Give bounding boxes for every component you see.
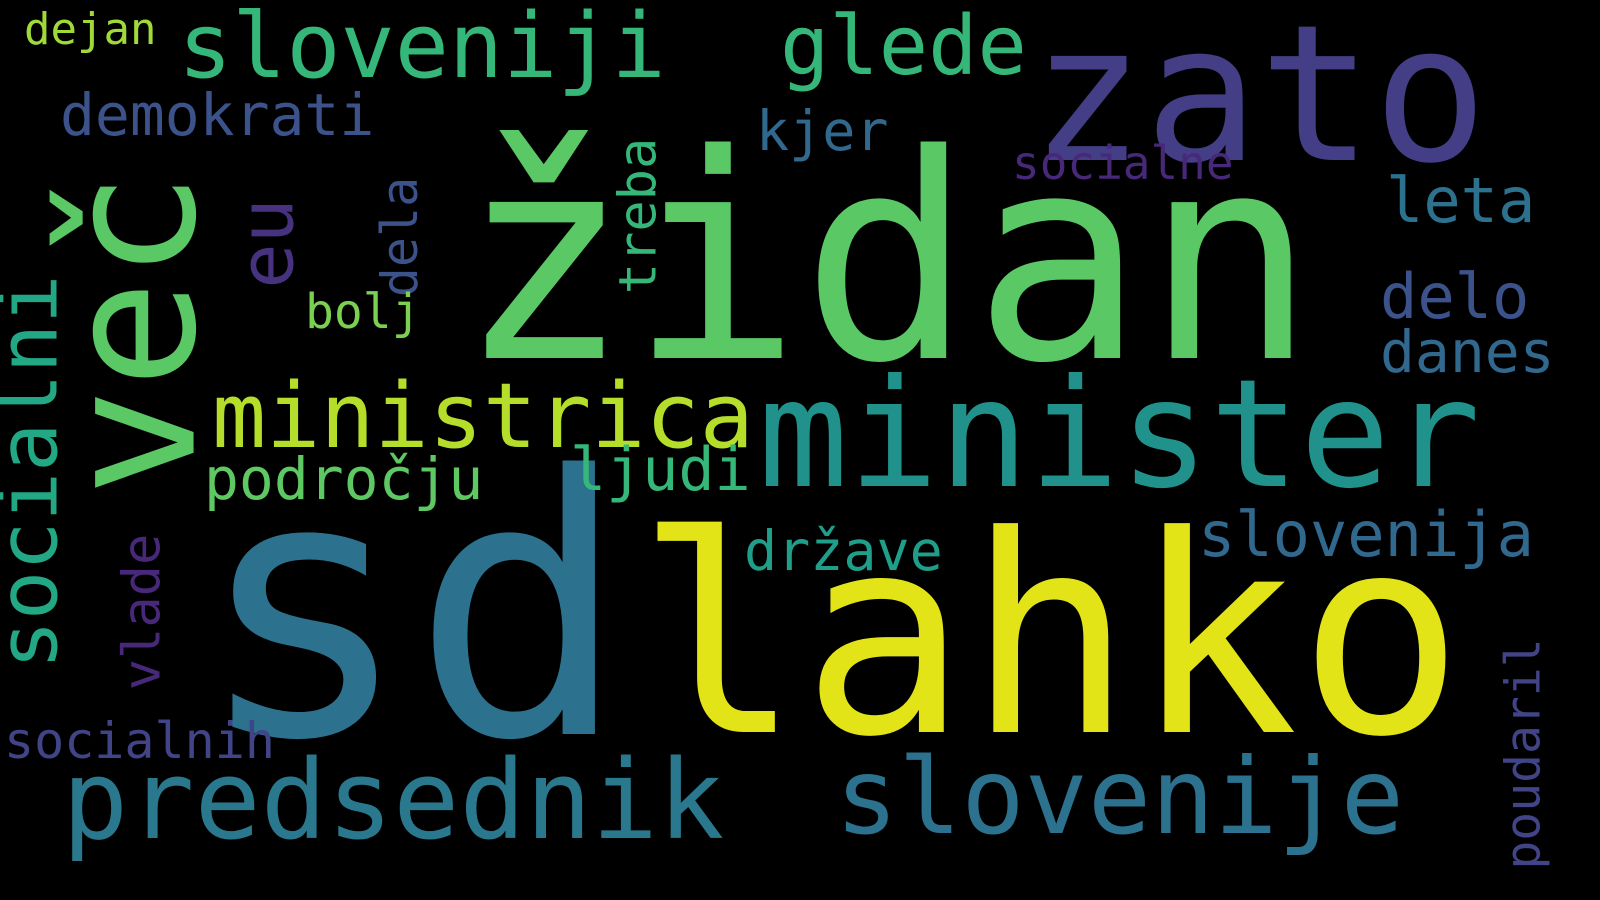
word-socialni: socialni [0,274,77,670]
word-dela: dela [371,176,430,298]
word-sloveniji: sloveniji [178,0,666,99]
word-bolj: bolj [305,284,421,340]
word-demokrati: demokrati [60,81,375,149]
word-ministrica: ministrica [212,364,754,469]
word-glede: glede [780,0,1027,94]
word-vlade: vlade [112,533,173,691]
word-dejan: dejan [24,4,157,55]
word-podrocju: področju [204,445,484,513]
word-delo: delo [1380,260,1530,333]
word-poudaril: poudaril [1495,638,1552,870]
word-drzave: države [744,519,943,583]
word-minister: minister [758,348,1481,522]
word-predsednik: predsednik [62,736,725,864]
word-slovenije: slovenije [835,736,1404,858]
word-zidan: židan [458,94,1316,426]
word-socialne: socialne [1012,136,1234,190]
word-kjer: kjer [756,99,889,163]
word-socialnih: socialnih [4,712,275,770]
word-zato: zato [1030,0,1488,205]
word-lahko: lahko [636,477,1464,797]
word-sd: sd [195,400,629,819]
word-leta: leta [1386,164,1536,237]
word-slovenija: slovenija [1198,498,1534,571]
word-danes: danes [1380,318,1555,386]
word-eu: eu [222,198,311,289]
word-ljudi: ljudi [570,435,751,505]
word-treba: treba [608,137,669,295]
